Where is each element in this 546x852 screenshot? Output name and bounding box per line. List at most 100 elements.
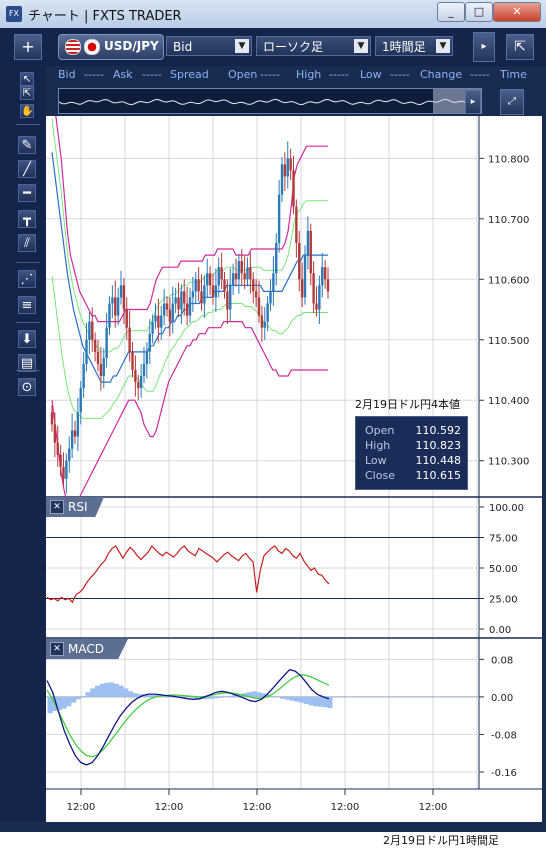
candle-body [108,303,111,328]
text-lines-icon[interactable]: ≡ [18,296,36,314]
download-icon[interactable]: ⬇ [18,330,36,348]
candle-body [321,267,324,286]
macd-histogram-bar [175,695,181,697]
candle-body [171,303,174,322]
macd-histogram-bar [56,696,62,711]
macd-histogram-bar [204,696,210,700]
close-button[interactable]: ✕ [493,2,541,22]
price-info-bar: Bid ----- Ask ----- Spread Open ----- High -----… [46,66,546,86]
macd-close-button[interactable]: ✕ [50,642,64,656]
navigator-right-button[interactable]: ▸ [465,90,481,114]
macd-histogram-bar [113,683,119,697]
vertical-line-icon[interactable]: ┳ [18,210,36,228]
ohlc-label: Low [365,454,387,467]
undock-arrow-icon[interactable]: ⇱ [506,34,534,60]
candle-body [68,448,71,461]
price-tick-label: 110.400 [488,396,529,407]
list-icon[interactable]: ▤ [18,354,36,372]
zoom-fit-button[interactable]: ⤢ [500,89,524,115]
candle-body [162,303,166,316]
candle-body [243,273,246,280]
candle-body [105,327,108,358]
candle-body [226,291,229,310]
macd-histogram-bar [109,682,115,697]
macd-panel-tag: ✕ MACD [46,639,128,659]
candle-body [200,291,203,304]
hand-pan-icon[interactable]: ✋ [20,104,34,118]
candle-body [206,273,209,286]
candle-body [131,351,134,370]
macd-tick-label: -0.16 [491,768,517,779]
pen-tool-icon[interactable]: ✎ [18,136,36,154]
macd-histogram-bar [308,696,314,706]
candle-body [269,291,272,304]
timeframe-select[interactable]: 1時間足 ▼ [375,36,453,56]
candle-body [260,315,264,328]
macd-histogram-bar [99,683,105,697]
candle-body [292,170,295,207]
add-chart-button[interactable]: + [14,34,42,60]
macd-histogram-bar [47,696,53,714]
camera-icon[interactable]: ⊙ [18,378,36,396]
chart-type-select[interactable]: ローソク足 ▼ [256,36,371,56]
candle-body [283,164,287,177]
currency-pair-button[interactable]: USD/JPY [58,34,164,60]
candle-body [295,206,298,243]
candle-body [88,321,91,340]
ohlc-row-close: Close 110.615 [365,469,461,484]
ohlc-label: High [365,439,391,452]
rsi-panel-tag: ✕ RSI [46,497,104,517]
price-tick-label: 110.600 [488,275,529,286]
candle-body [50,412,54,425]
chart-navigator[interactable] [58,88,482,114]
navigator-line [58,98,480,106]
info-label: Ask [113,68,133,81]
chevron-down-icon: ▼ [235,39,249,53]
app-icon: FX [6,6,22,22]
taskbar-strip [0,822,546,832]
candle-body [125,309,128,328]
ohlc-title: 2月19日ドル円4本値 [355,398,460,411]
ohlc-label: Close [365,469,395,482]
candle-body [214,285,218,298]
rsi-close-button[interactable]: ✕ [50,500,64,514]
candle-body [128,327,131,352]
candle-body [240,261,243,274]
candle-body [134,370,137,383]
maximize-button[interactable]: □ [465,2,493,22]
candle-body [223,279,226,292]
fibonacci-icon[interactable]: ⋰ [18,270,36,288]
select-arrow-icon[interactable]: ↖ [20,72,34,86]
info-label: Time [500,68,527,81]
candle-body [231,273,235,286]
parallel-lines-icon[interactable]: ⫽ [18,234,36,252]
macd-histogram-bar [61,696,67,709]
select-multi-icon[interactable]: ⇱ [20,86,34,100]
candle-body [82,363,85,389]
candle-body [257,297,261,316]
chevron-down-icon: ▼ [436,39,450,53]
candle-body [229,285,232,310]
candle-body [300,279,304,298]
price-type-select[interactable]: Bid ▼ [166,36,252,56]
toolbar-scroll-right-button[interactable]: ▸ [473,32,495,62]
macd-histogram-bar [180,696,186,697]
jp-flag-icon [84,39,100,55]
price-tick-label: 110.800 [488,154,529,165]
candle-body [211,285,215,298]
ohlc-row-low: Low 110.448 [365,454,461,469]
chart-window: FX チャート | FXTS TRADER _ □ ✕ + USD/JPY Bi… [0,0,546,822]
minimize-button[interactable]: _ [437,2,465,22]
macd-histogram-bar [237,694,243,697]
horizontal-line-icon[interactable]: ━ [18,184,36,202]
time-tick-label: 12:00 [419,802,448,813]
candle-body [298,243,301,280]
macd-histogram-bar [94,685,100,697]
candle-body [323,267,327,280]
candle-body [79,388,82,413]
rsi-tick-label: 100.00 [489,503,524,514]
trend-line-icon[interactable]: ╱ [18,160,36,178]
candle-body [114,297,117,316]
macd-line [46,668,330,766]
time-axis-background [46,790,542,822]
